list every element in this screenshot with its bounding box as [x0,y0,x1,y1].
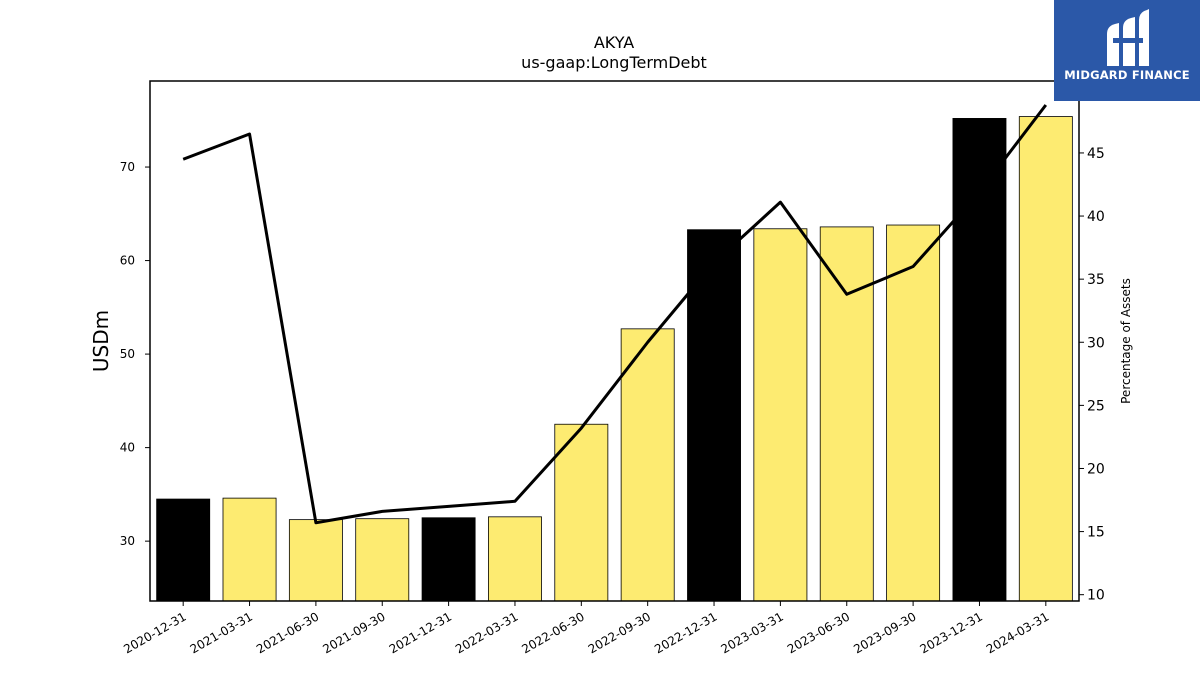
chart-title: AKYA [594,33,634,52]
bar-2022-09-30 [620,328,675,602]
y2-tick-label: 35 [1087,272,1105,288]
x-tick-label: 2021-09-30 [320,609,387,656]
bar-2022-03-31 [488,516,542,602]
x-tick-label: 2022-09-30 [586,609,653,656]
y-axis-right: 10 15 20 25 30 35 40 45 [1079,146,1105,604]
bar-2022-12-31 [687,229,741,602]
bar-2021-09-30 [355,518,410,602]
y2-tick-label: 20 [1087,461,1105,477]
y-tick-label: 70 [120,160,135,174]
x-tick-label: 2022-06-30 [519,609,586,656]
brand-logo: MIDGARD FINANCE [1054,0,1200,101]
y-tick-label: 40 [120,441,135,455]
midgard-logo-icon [1107,9,1149,66]
x-tick-label: 2024-03-31 [984,609,1051,656]
bar-2023-09-30 [886,224,941,602]
x-tick-label: 2021-03-31 [188,609,255,656]
x-tick-label: 2023-09-30 [851,609,918,656]
x-tick-label: 2022-12-31 [652,609,719,656]
bar-2023-06-30 [819,226,874,602]
x-tick-label: 2023-12-31 [918,609,985,656]
y2-tick-label: 45 [1087,146,1105,162]
chart-subtitle: us-gaap:LongTermDebt [521,53,707,72]
bar-2021-06-30 [288,519,343,602]
y-tick-label: 50 [120,347,135,361]
logo-text: MIDGARD FINANCE [1064,68,1190,82]
bar-2024-03-31 [1018,116,1073,602]
y-axis-left: 30 40 50 60 70 [120,160,150,548]
x-tick-label: 2023-06-30 [785,609,852,656]
y2-tick-label: 40 [1087,209,1105,225]
bar-2023-12-31 [952,118,1007,602]
y2-tick-label: 30 [1087,335,1105,351]
bar-2021-03-31 [222,497,277,602]
y2-tick-label: 15 [1087,525,1105,541]
x-axis: 2020-12-312021-03-312021-06-302021-09-30… [121,601,1051,656]
y2-tick-label: 25 [1087,398,1105,414]
y-tick-label: 60 [120,254,135,268]
bar-2021-12-31 [421,517,476,602]
line-series [182,104,1048,525]
x-tick-label: 2022-03-31 [453,609,520,656]
plot-frame [149,80,1080,602]
percentage-line [182,104,1048,525]
y2-axis-label: Percentage of Assets [1119,278,1133,404]
x-tick-label: 2020-12-31 [121,609,188,656]
y2-tick-label: 10 [1087,588,1105,604]
x-tick-label: 2021-12-31 [387,609,454,656]
x-tick-label: 2021-06-30 [254,609,321,656]
bar-series [156,116,1073,602]
bar-2020-12-31 [156,498,211,602]
x-tick-label: 2023-03-31 [718,609,785,656]
y-axis-label: USDm [89,310,113,372]
bar-2023-03-31 [753,228,808,602]
y-tick-label: 30 [120,534,135,548]
bar-2022-06-30 [554,423,609,602]
